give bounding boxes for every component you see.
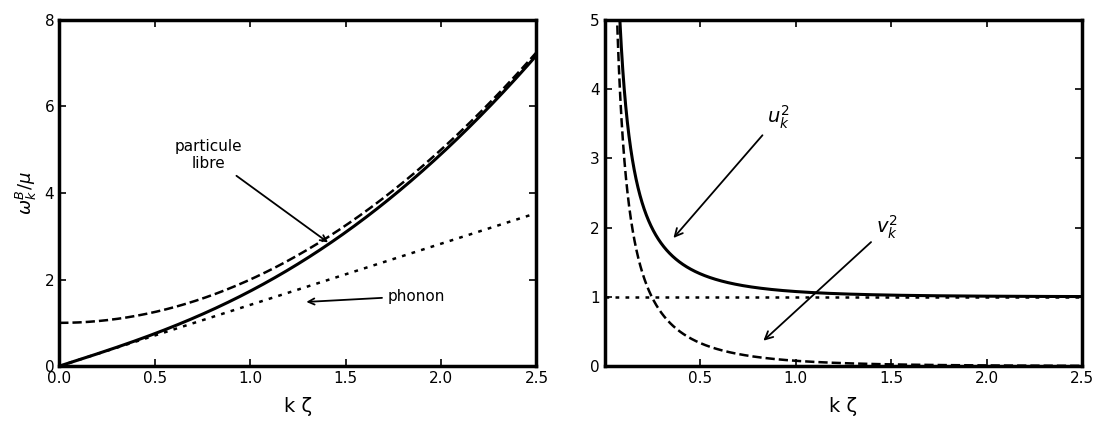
- Text: phonon: phonon: [308, 289, 445, 304]
- Text: $u_k^2$: $u_k^2$: [675, 103, 790, 236]
- X-axis label: k ζ: k ζ: [830, 397, 858, 416]
- Y-axis label: $\omega_k^B / \mu$: $\omega_k^B / \mu$: [14, 171, 39, 215]
- Text: $v_k^2$: $v_k^2$: [765, 214, 897, 339]
- Text: particule
libre: particule libre: [174, 139, 327, 241]
- X-axis label: k ζ: k ζ: [284, 397, 311, 416]
